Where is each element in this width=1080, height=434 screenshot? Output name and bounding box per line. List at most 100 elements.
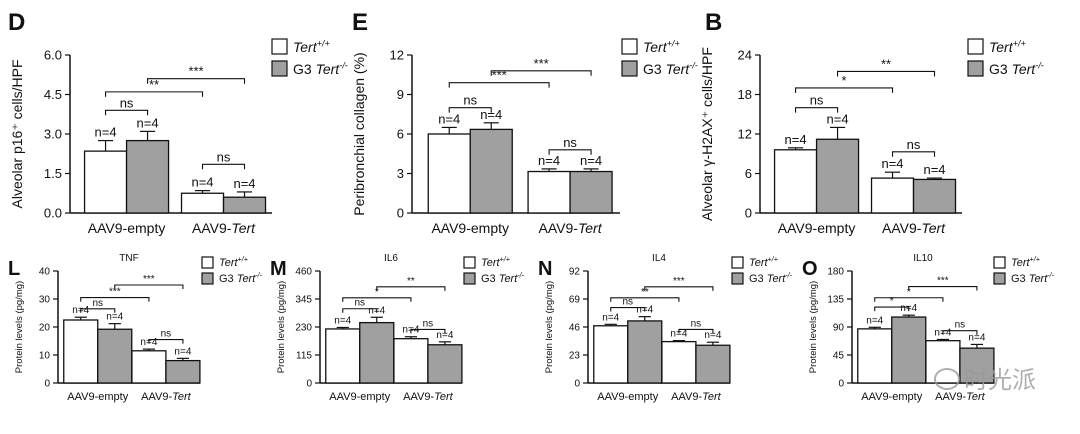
bar: [359, 321, 395, 384]
category-label: AAV9-empty: [778, 220, 856, 236]
significance-label: ns: [120, 95, 134, 110]
significance-label: ns: [810, 93, 824, 108]
significance-label: *: [907, 287, 911, 298]
watermark: 时光派: [934, 360, 1036, 395]
chart-title: TNF: [119, 253, 138, 264]
n-label: n=4: [233, 176, 255, 191]
bar: [569, 170, 613, 214]
category-label: AAV9-Tert: [192, 220, 256, 236]
significance-label: ***: [937, 276, 949, 287]
category-label: AAV9-Tert: [935, 391, 985, 403]
panel-letter: M: [270, 258, 287, 280]
y-tick-label: 0: [306, 379, 312, 390]
significance-bracket: [610, 306, 646, 312]
chart-title: IL10: [913, 253, 933, 264]
n-label: n=4: [580, 153, 602, 168]
legend-label: Tert+/+: [749, 256, 778, 269]
significance-bracket: [942, 330, 978, 335]
significance-bracket: [376, 286, 446, 291]
legend-swatch: [201, 272, 214, 285]
bar: [661, 340, 697, 384]
n-label: n=4: [191, 175, 213, 190]
y-tick-label: 40: [39, 267, 51, 278]
panel-e: E 0 3 6 9 12 Peribronchial collagen (%) n=4 n=4 A…: [351, 9, 698, 236]
panel-letter: L: [8, 258, 20, 280]
bar: [870, 177, 915, 214]
significance-bracket: [448, 82, 550, 88]
bar: [131, 350, 167, 384]
bar: [63, 319, 99, 384]
legend-swatch: [621, 38, 638, 55]
y-tick-label: 0.0: [44, 206, 62, 221]
bar: [97, 328, 133, 384]
significance-bracket: [342, 308, 378, 313]
bar: [427, 344, 463, 384]
y-tick-label: 10: [39, 351, 51, 362]
chart-title: IL6: [384, 253, 398, 264]
chart-title: IL4: [652, 253, 666, 264]
panel-b: B 0 6 12 18 24 Alveolar γ-H2AX⁺ cells/HPF n=4 n=…: [699, 9, 1044, 236]
legend-label: G3 Tert-/-: [1011, 272, 1055, 285]
y-tick-label: 0: [397, 206, 404, 221]
bar: [427, 133, 471, 214]
significance-bracket: [114, 284, 184, 289]
legend-label: Tert+/+: [1011, 256, 1040, 269]
y-tick-label: 46: [569, 323, 581, 334]
significance-bracket: [874, 306, 910, 312]
bar: [593, 325, 629, 384]
y-tick-label: 18: [738, 87, 752, 102]
n-label: n=4: [438, 111, 460, 126]
bar: [857, 328, 893, 384]
significance-label: **: [881, 56, 891, 71]
y-axis-label: Alveolar p16⁺ cells/HPF: [9, 59, 25, 208]
bar: [165, 359, 201, 384]
legend-swatch: [463, 272, 476, 285]
y-tick-label: 12: [738, 127, 752, 142]
y-tick-label: 3: [397, 166, 404, 181]
category-label: AAV9-Tert: [539, 220, 603, 236]
significance-bracket: [610, 297, 680, 302]
legend-label: G3 Tert-/-: [643, 60, 698, 77]
y-tick-label: 23: [569, 351, 581, 362]
n-label: n=4: [827, 111, 849, 126]
significance-bracket: [837, 70, 936, 77]
legend-label: G3 Tert-/-: [989, 60, 1044, 77]
significance-label: **: [407, 276, 415, 287]
y-tick-label: 30: [39, 295, 51, 306]
category-label: AAV9-empty: [431, 220, 509, 236]
n-label: n=4: [436, 330, 453, 341]
y-tick-label: 45: [833, 351, 845, 362]
bar: [83, 150, 128, 214]
significance-label: ***: [492, 68, 507, 83]
legend-swatch: [271, 38, 288, 55]
legend-swatch: [967, 60, 984, 77]
significance-label: ns: [955, 320, 966, 331]
y-axis-label: Protein levels (pg/mg): [14, 281, 25, 373]
bar: [695, 344, 731, 384]
n-label: n=4: [106, 312, 123, 323]
bar: [125, 139, 170, 214]
y-tick-label: 90: [833, 323, 845, 334]
y-tick-label: 92: [569, 267, 581, 278]
significance-label: ***: [673, 276, 685, 287]
y-tick-label: 1.5: [44, 166, 62, 181]
panel-letter: O: [802, 258, 818, 280]
y-tick-label: 6: [745, 166, 752, 181]
y-tick-label: 12: [390, 48, 404, 63]
bar: [815, 138, 860, 214]
significance-label: *: [375, 287, 379, 298]
n-label: n=4: [602, 312, 619, 323]
bar: [222, 196, 267, 214]
bar: [959, 347, 995, 384]
legend-label: G3 Tert-/-: [293, 60, 348, 77]
y-tick-label: 0: [745, 206, 752, 221]
category-label: AAV9-empty: [329, 391, 390, 403]
y-tick-label: 230: [295, 323, 312, 334]
significance-bracket: [105, 109, 149, 116]
bar: [469, 128, 513, 214]
y-axis-label: Peribronchial collagen (%): [351, 52, 367, 215]
n-label: n=4: [866, 315, 883, 326]
significance-bracket: [795, 87, 894, 93]
panel-letter: N: [538, 258, 552, 280]
category-label: AAV9-empty: [67, 391, 128, 403]
